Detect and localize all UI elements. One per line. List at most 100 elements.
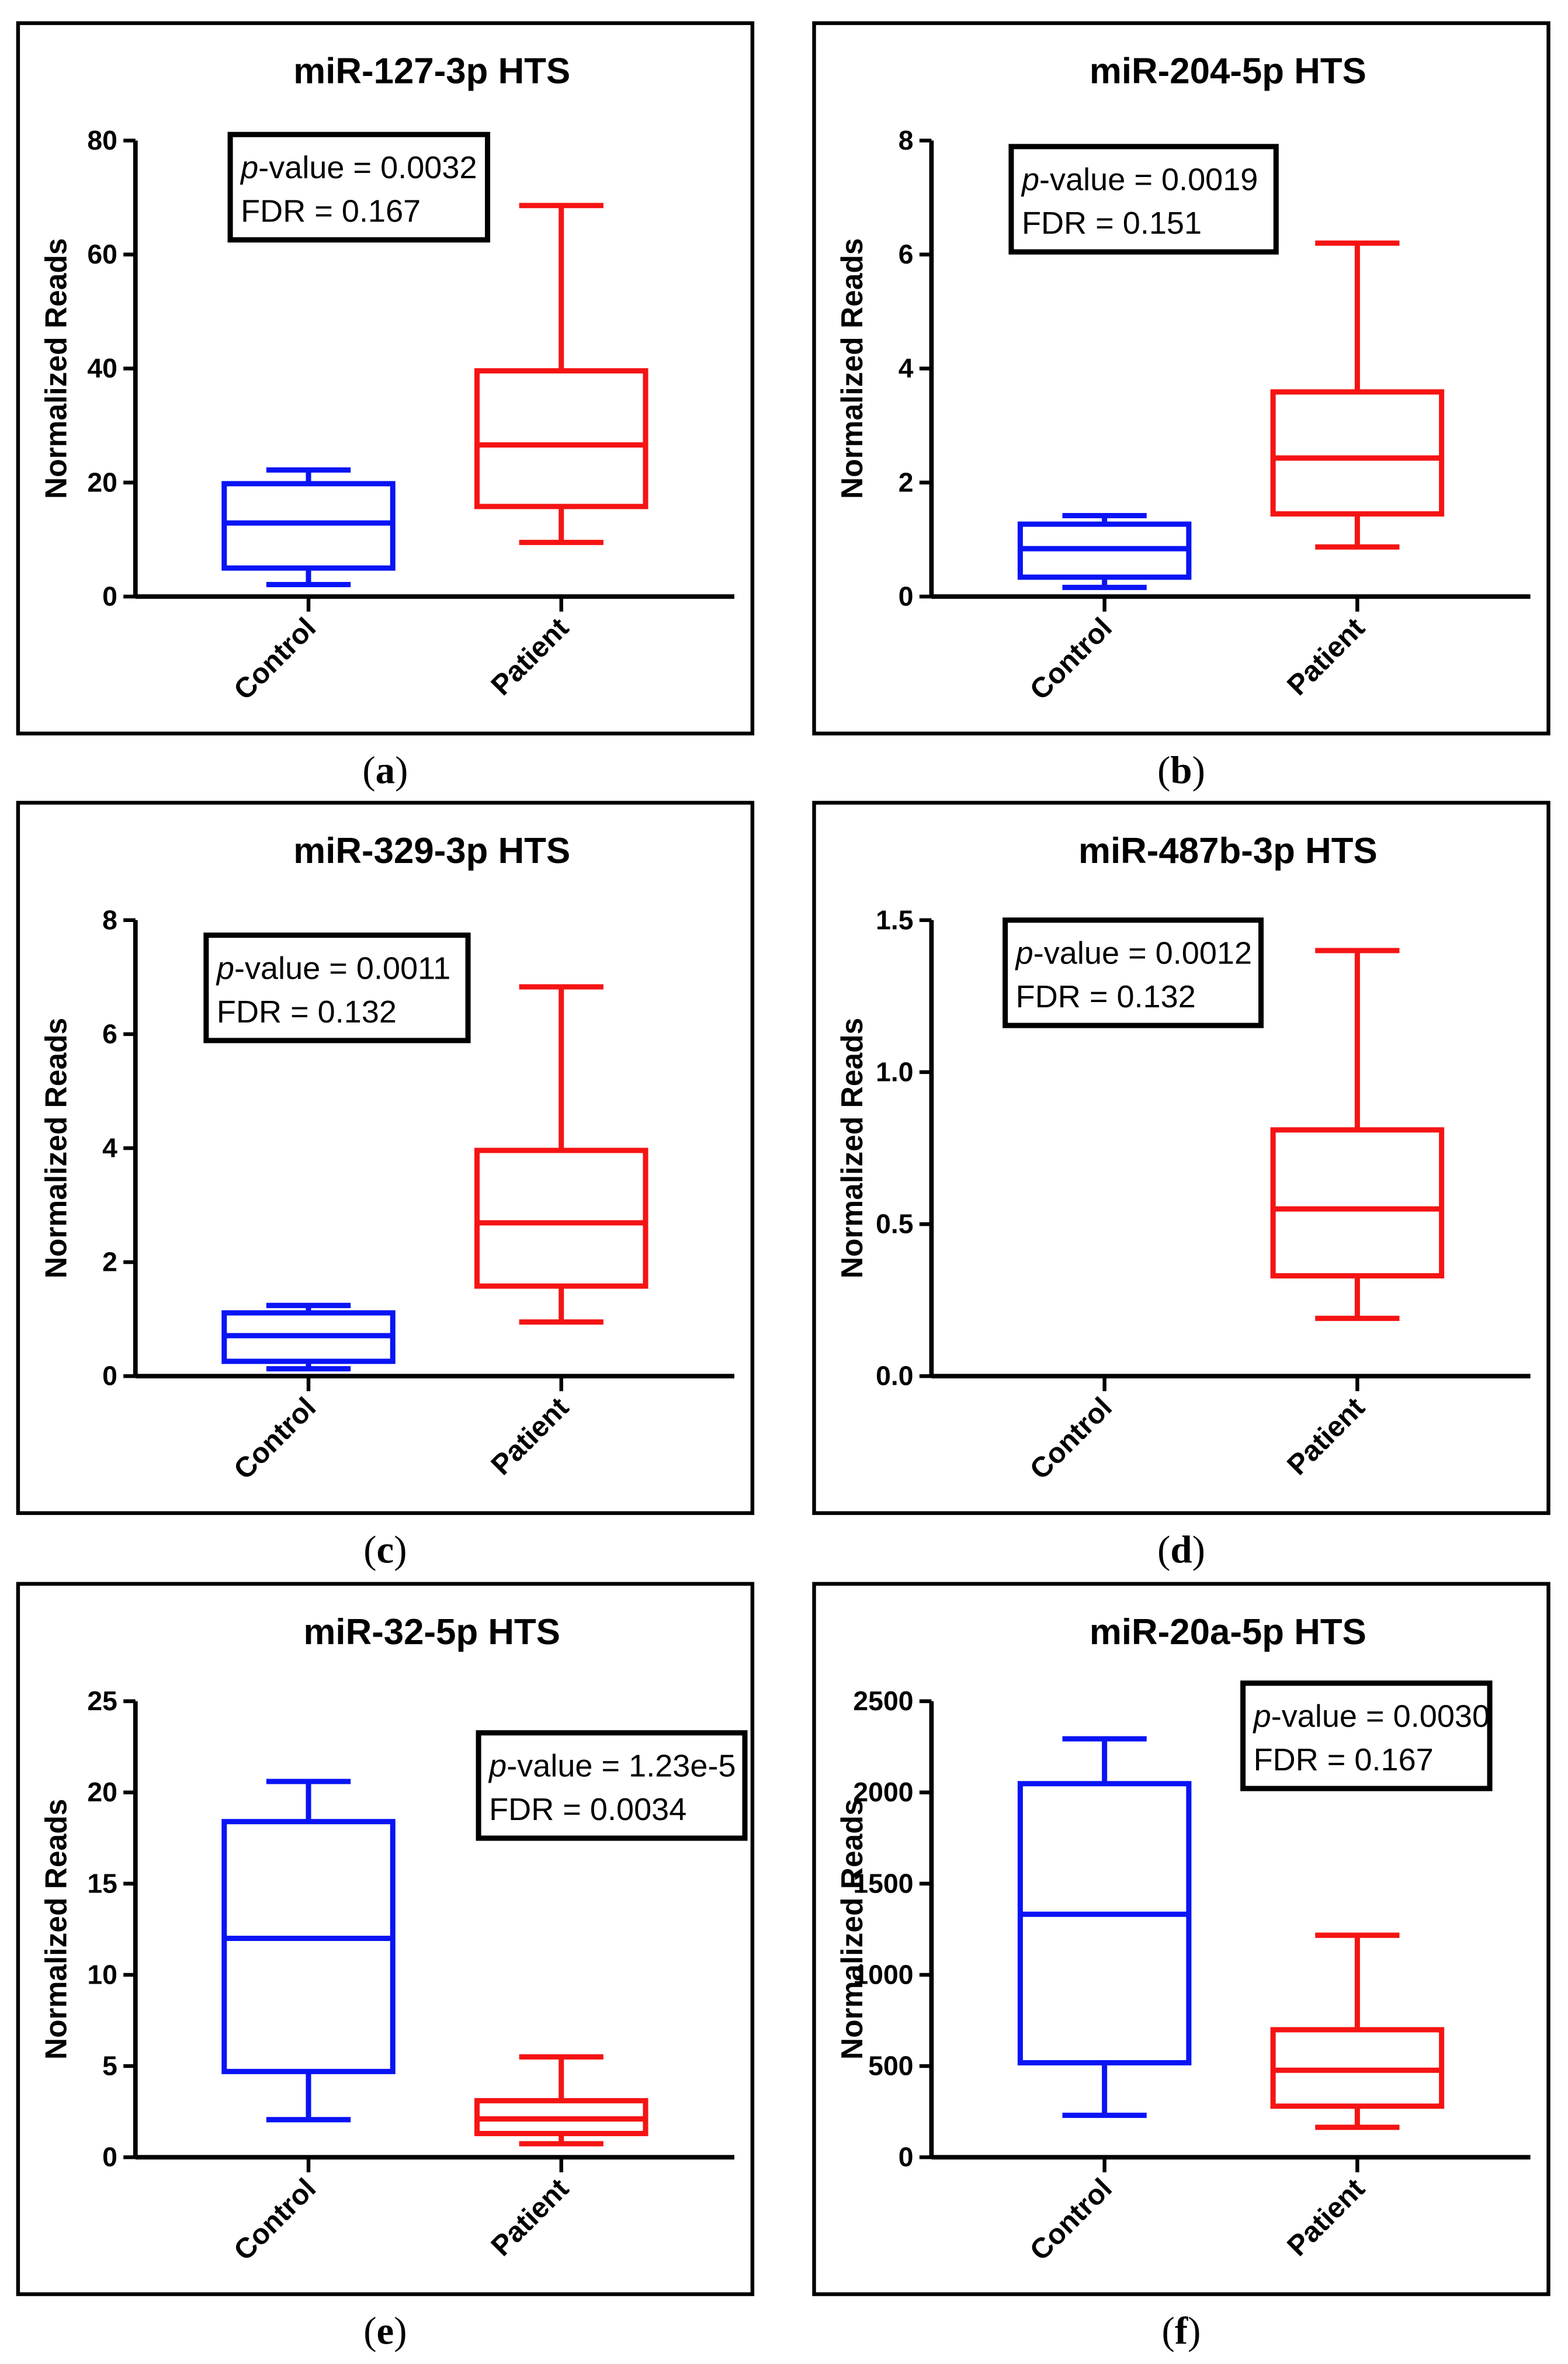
stats-box: p-value = 0.0032 FDR = 0.167 [227, 131, 491, 243]
p-italic: p [1021, 162, 1039, 197]
chart-title: miR-329-3p HTS [293, 831, 570, 871]
paren: ( [1162, 2310, 1175, 2353]
p-value-text: p-value = 0.0030 [1253, 1699, 1490, 1734]
y-axis-label: Normalized Reads [835, 1799, 869, 2060]
box-patient [474, 984, 648, 1325]
panel-frame [812, 21, 1550, 736]
box-patient [474, 2054, 648, 2147]
fdr-text: FDR = 0.0034 [489, 1792, 686, 1827]
y-tick-label: 0.5 [876, 1209, 913, 1239]
box-patient [1270, 240, 1445, 550]
y-tick-label: 20 [87, 467, 117, 497]
x-tick-label-control: Control [228, 1392, 322, 1486]
y-tick-label: 0 [899, 2142, 914, 2172]
box-iqr [221, 1819, 396, 2074]
paren: ) [394, 1528, 407, 1572]
fdr-text: FDR = 0.132 [217, 994, 397, 1030]
box-iqr [474, 368, 648, 509]
chart-panel-e: miR-32-5p HTS 0 5 10 15 20 25 Normalized Reads C… [16, 1582, 755, 2296]
p-value-text: p-value = 0.0012 [1015, 936, 1252, 971]
x-tick-label-patient: Patient [1281, 1392, 1371, 1482]
x-tick-label-patient: Patient [1281, 2172, 1371, 2262]
paren: ) [395, 748, 408, 792]
y-tick-label: 0 [102, 2142, 117, 2172]
chart-panel-c: miR-329-3p HTS 0 2 4 6 8 Normalized Reads Contr… [16, 800, 755, 1515]
x-tick-label-control: Control [1024, 612, 1118, 706]
stats-box: p-value = 0.0012 FDR = 0.132 [1002, 917, 1264, 1028]
p-italic: p [1015, 936, 1033, 971]
box-control [221, 1779, 396, 2123]
y-tick-label: 2 [899, 467, 914, 497]
chart-title: miR-204-5p HTS [1090, 51, 1366, 92]
chart-panel-a: miR-127-3p HTS 0 20 40 60 80 Normalized Reads C… [16, 21, 755, 736]
panel-letter: b [1170, 748, 1192, 792]
p-value: -value = 0.0019 [1039, 162, 1258, 197]
y-tick-label: 4 [899, 353, 914, 383]
y-axis-label: Normalized Reads [39, 238, 72, 499]
chart-title: miR-127-3p HTS [293, 51, 570, 92]
y-tick-label: 6 [899, 239, 914, 269]
chart-panel-b: miR-204-5p HTS 0 2 4 6 8 Normalized Reads Contr… [812, 21, 1550, 736]
p-value-text: p-value = 1.23e-5 [488, 1748, 736, 1783]
panel-frame [16, 800, 755, 1515]
paren: ( [1157, 1528, 1170, 1572]
box-control [221, 467, 396, 588]
y-tick-label: 25 [87, 1686, 117, 1716]
y-tick-label: 0 [102, 1361, 117, 1391]
stats-frame [1008, 144, 1279, 255]
paren: ( [362, 748, 375, 792]
panel-letter: f [1175, 2310, 1188, 2353]
panel-label: (f) [1162, 2310, 1201, 2353]
y-tick-label: 10 [87, 1959, 117, 1989]
y-tick-label: 1.5 [876, 904, 913, 935]
chart-title: miR-32-5p HTS [303, 1612, 560, 1652]
box-patient [1270, 1932, 1445, 2130]
x-tick-label-control: Control [228, 612, 322, 706]
p-value-text: p-value = 0.0032 [240, 150, 477, 185]
stats-box: p-value = 1.23e-5 FDR = 0.0034 [476, 1730, 748, 1841]
box-iqr [1270, 389, 1445, 517]
chart-panel-f: miR-20a-5p HTS 0 500 1000 1500 2000 2500 Normal… [812, 1582, 1550, 2296]
y-tick-label: 0.0 [876, 1361, 913, 1391]
paren: ) [1188, 2310, 1201, 2353]
y-tick-label: 8 [102, 904, 117, 935]
x-tick-label-patient: Patient [1281, 612, 1371, 702]
x-tick-label-control: Control [1024, 2172, 1118, 2266]
y-tick-label: 40 [87, 353, 117, 383]
box-iqr [1270, 1127, 1445, 1279]
y-tick-label: 2500 [853, 1686, 913, 1716]
p-value-text: p-value = 0.0019 [1021, 162, 1258, 197]
box-patient [1270, 948, 1445, 1321]
panel-label: (e) [363, 2310, 407, 2353]
y-tick-label: 500 [868, 2050, 913, 2081]
panel-label: (a) [362, 748, 408, 792]
y-tick-label: 80 [87, 125, 117, 155]
p-value-text: p-value = 0.0011 [216, 951, 450, 986]
y-tick-label: 5 [102, 2050, 117, 2081]
y-axis-label: Normalized Reads [39, 1018, 72, 1278]
paren: ) [394, 2310, 407, 2353]
box-control [1017, 512, 1192, 590]
y-tick-label: 6 [102, 1018, 117, 1049]
paren: ) [1192, 1528, 1205, 1572]
y-tick-label: 1000 [853, 1959, 913, 1989]
y-tick-label: 20 [87, 1777, 117, 1807]
stats-box: p-value = 0.0019 FDR = 0.151 [1008, 144, 1279, 255]
p-italic: p [1253, 1699, 1271, 1734]
p-italic: p [488, 1748, 507, 1783]
stats-box: p-value = 0.0011 FDR = 0.132 [203, 933, 471, 1044]
y-tick-label: 2000 [853, 1777, 913, 1807]
x-tick-label-patient: Patient [485, 1392, 575, 1482]
box-iqr [221, 481, 396, 571]
y-tick-label: 1500 [853, 1868, 913, 1898]
y-tick-label: 0 [899, 581, 914, 611]
panel-letter: a [376, 748, 395, 792]
y-tick-label: 15 [87, 1868, 117, 1898]
x-tick-label-patient: Patient [485, 2172, 575, 2262]
paren: ( [1157, 748, 1170, 792]
panel-label: (c) [363, 1528, 407, 1572]
p-value: -value = 0.0012 [1033, 936, 1252, 971]
panel-frame [16, 21, 755, 736]
x-tick-label-patient: Patient [485, 612, 575, 702]
panel-letter: d [1170, 1528, 1192, 1572]
